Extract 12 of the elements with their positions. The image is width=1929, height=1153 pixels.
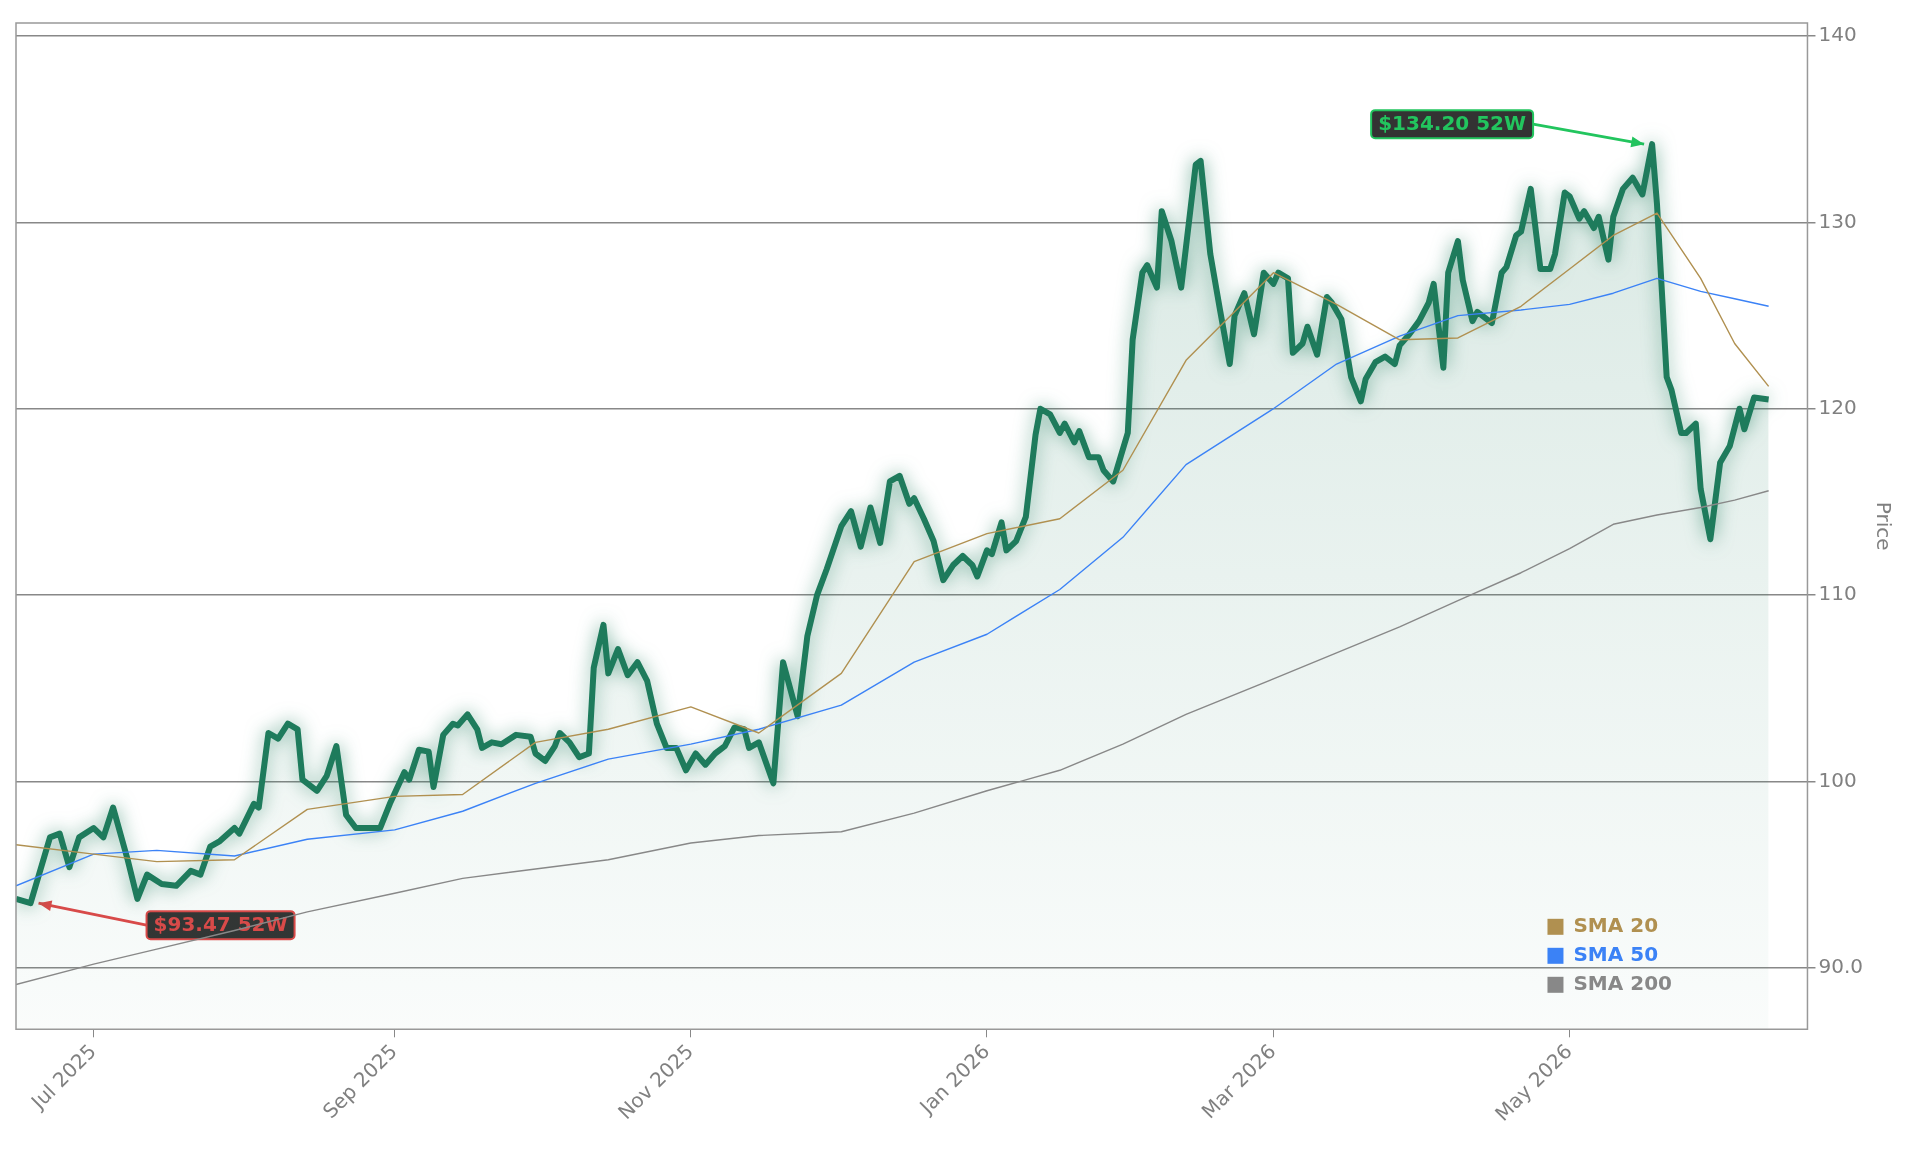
legend-label: SMA 20 [1573, 913, 1659, 938]
annotation: $93.47 52W [153, 912, 288, 937]
y-tick-label: 110 [1818, 581, 1857, 606]
annotation: $134.20 52W [1378, 111, 1527, 136]
legend-label: SMA 50 [1573, 942, 1659, 967]
y-axis-title: Price [1871, 501, 1896, 551]
y-tick-label: 130 [1818, 208, 1857, 233]
y-tick-label: 120 [1818, 394, 1857, 419]
y-tick-label: 100 [1818, 767, 1857, 792]
y-tick-label: 90.0 [1818, 954, 1863, 979]
y-tick-label: 140 [1818, 22, 1857, 47]
legend-label: SMA 200 [1573, 971, 1672, 996]
